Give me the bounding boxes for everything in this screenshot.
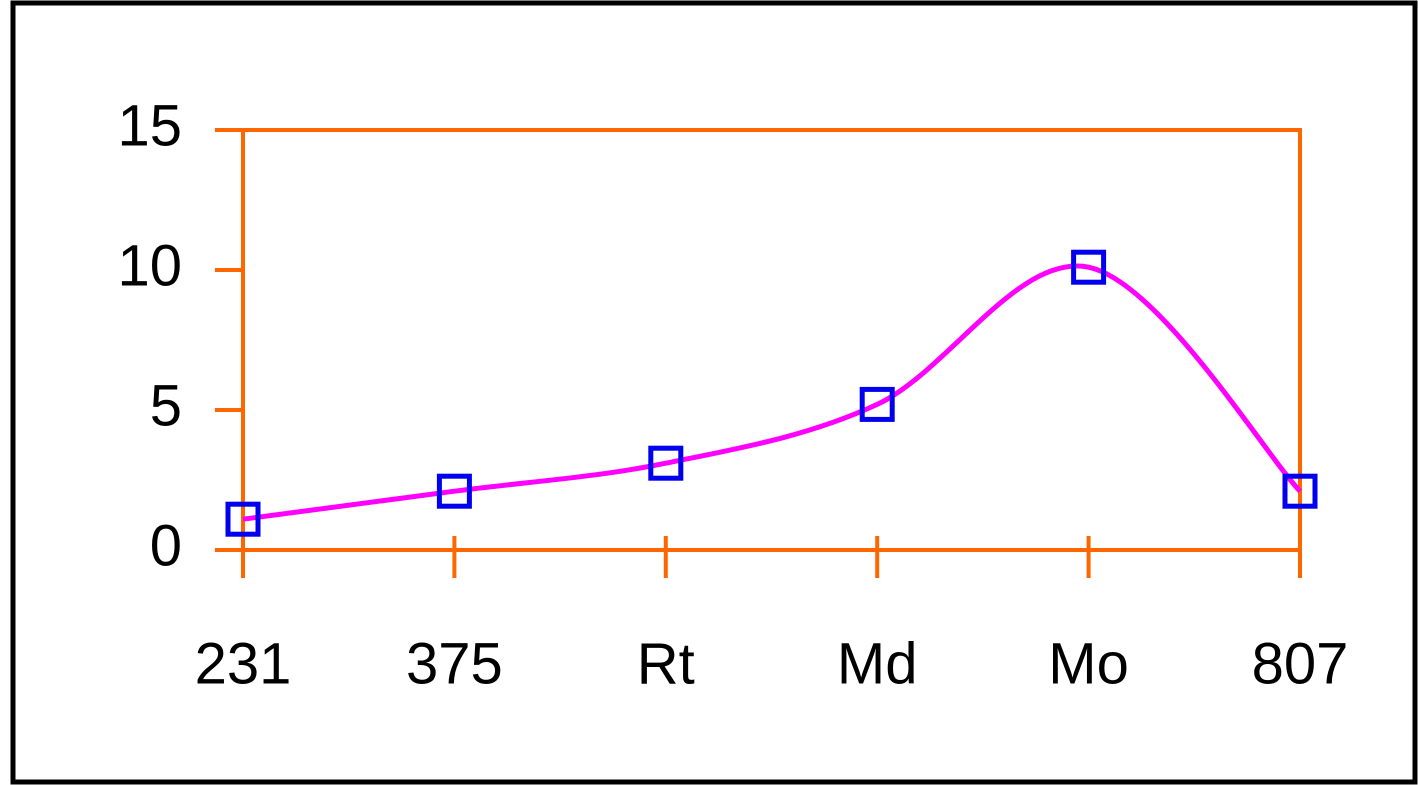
- y-tick-label: 0: [150, 513, 182, 578]
- frame: [10, 0, 1418, 785]
- x-tick-label: 375: [406, 631, 503, 696]
- x-tick-label: Rt: [637, 631, 695, 696]
- y-tick-label: 10: [117, 233, 182, 298]
- y-tick-label: 5: [150, 373, 182, 438]
- x-tick-label: 807: [1252, 631, 1349, 696]
- x-tick-label: Mo: [1048, 631, 1129, 696]
- y-tick-label: 15: [117, 93, 182, 158]
- marker: [225, 501, 261, 537]
- marker: [1282, 473, 1318, 509]
- series-line: [242, 263, 1302, 522]
- marker: [859, 386, 895, 422]
- x-tick-label: Md: [837, 631, 918, 696]
- marker: [1071, 249, 1107, 285]
- marker: [648, 445, 684, 481]
- marker: [436, 473, 472, 509]
- x-tick-label: 231: [195, 631, 292, 696]
- plot-frame: [241, 128, 1302, 552]
